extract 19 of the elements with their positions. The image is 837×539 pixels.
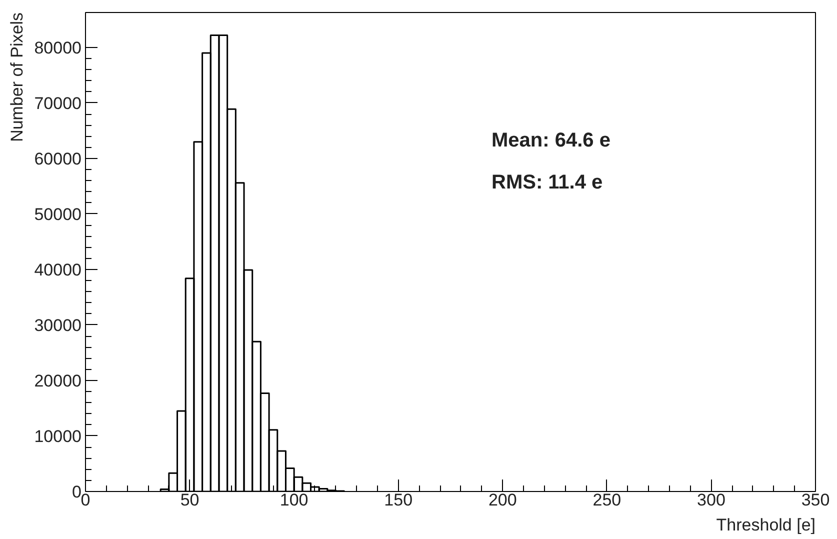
y-tick-label: 30000 <box>34 316 82 335</box>
y-tick-label: 50000 <box>34 204 82 224</box>
x-tick-label: 300 <box>697 490 726 510</box>
x-tick-label: 350 <box>801 490 830 510</box>
x-axis-title: Threshold [e] <box>716 516 816 534</box>
x-tick-label: 50 <box>180 490 200 510</box>
y-tick-label: 20000 <box>34 371 82 390</box>
annotation: Mean: 64.6 e <box>492 130 610 152</box>
y-tick-label: 80000 <box>34 38 82 58</box>
y-axis-title: Number of Pixels <box>8 12 26 142</box>
x-tick-label: 250 <box>592 490 622 510</box>
y-tick-label: 10000 <box>34 426 82 446</box>
y-tick-label: 70000 <box>34 94 82 113</box>
y-tick-label: 40000 <box>34 260 82 280</box>
x-tick-label: 200 <box>488 490 517 510</box>
y-tick-label: 60000 <box>34 149 82 168</box>
annotation: RMS: 11.4 e <box>492 172 603 194</box>
x-tick-label: 150 <box>384 490 413 510</box>
x-tick-label: 100 <box>280 490 308 510</box>
